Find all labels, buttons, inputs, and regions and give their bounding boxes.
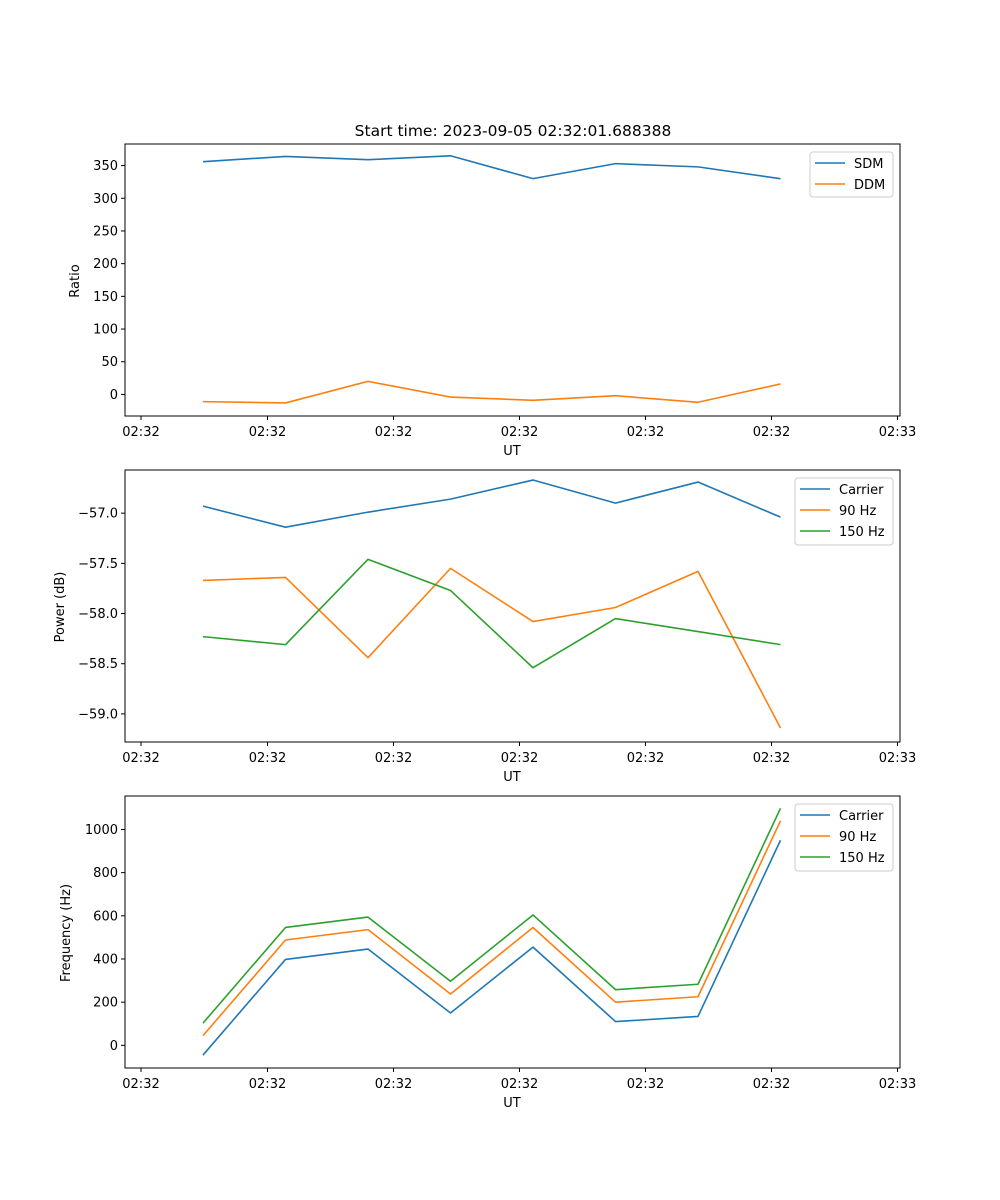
series-line-90hz <box>202 567 782 729</box>
x-tick-label: 02:32 <box>627 751 664 766</box>
ratio-plot-frame <box>124 143 901 417</box>
y-tick-label: 150 <box>93 290 118 305</box>
y-tick-label: 200 <box>93 257 118 272</box>
legend-frame <box>794 803 894 872</box>
x-tick-label: 02:32 <box>249 425 286 440</box>
series-line-sdm <box>202 154 781 180</box>
power-y-axis-label: Power (dB) <box>53 572 68 643</box>
y-tick-label: 100 <box>93 323 118 338</box>
y-tick-label: 0 <box>110 388 118 403</box>
x-tick-label: 02:33 <box>879 1077 916 1092</box>
ratio-x-axis-label: UT <box>503 444 521 459</box>
legend-label-ddm: DDM <box>854 178 885 193</box>
y-tick-label: 600 <box>93 909 118 924</box>
y-tick-label: 800 <box>93 866 118 881</box>
series-line-150hz <box>202 807 782 1024</box>
legend-frame <box>794 477 894 546</box>
x-tick-label: 02:32 <box>249 751 286 766</box>
y-tick-label: 1000 <box>85 823 118 838</box>
chart-title: Start time: 2023-09-05 02:32:01.688388 <box>355 122 672 140</box>
legend-label-sdm: SDM <box>854 157 883 172</box>
legend-label-90hz: 90 Hz <box>839 830 876 845</box>
legend-label-90hz: 90 Hz <box>839 504 876 519</box>
x-tick-label: 02:32 <box>753 751 790 766</box>
series-line-carrier <box>202 839 782 1056</box>
y-tick-label: −58.5 <box>78 657 118 672</box>
legend-label-carrier: Carrier <box>839 809 884 824</box>
power-x-ticks: 02:32 02:32 02:32 02:32 02:32 02:32 02:33 <box>122 742 916 766</box>
frequency-series <box>202 807 782 1056</box>
legend-label-150hz: 150 Hz <box>839 851 885 866</box>
x-tick-label: 02:32 <box>375 751 412 766</box>
x-tick-label: 02:32 <box>122 1077 159 1092</box>
x-tick-label: 02:33 <box>879 751 916 766</box>
ratio-series <box>202 154 781 404</box>
frequency-legend: Carrier 90 Hz 150 Hz <box>794 803 894 872</box>
y-tick-label: −57.5 <box>78 557 118 572</box>
power-panel: −59.0−58.5−58.0−57.5−57.0 02:32 02:32 02:3… <box>53 469 916 785</box>
ratio-y-ticks: 0 50 100 150 200 250 300 350 <box>93 159 125 403</box>
x-tick-label: 02:32 <box>375 1077 412 1092</box>
power-x-axis-label: UT <box>503 770 521 785</box>
y-tick-label: 400 <box>93 952 118 967</box>
x-tick-label: 02:32 <box>501 751 538 766</box>
frequency-plot-frame <box>124 795 901 1069</box>
x-tick-label: 02:32 <box>501 1077 538 1092</box>
x-tick-label: 02:32 <box>627 1077 664 1092</box>
frequency-y-axis-label: Frequency (Hz) <box>59 884 74 982</box>
y-tick-label: 50 <box>101 355 118 370</box>
series-line-90hz <box>202 820 782 1037</box>
y-tick-label: −57.0 <box>78 507 118 522</box>
ratio-y-axis-label: Ratio <box>68 264 83 297</box>
ratio-panel: Start time: 2023-09-05 02:32:01.688388 0… <box>68 122 916 459</box>
series-line-carrier <box>202 479 781 529</box>
x-tick-label: 02:32 <box>753 425 790 440</box>
y-tick-label: −58.0 <box>78 607 118 622</box>
x-tick-label: 02:32 <box>627 425 664 440</box>
series-line-150hz <box>202 558 781 669</box>
y-tick-label: −59.0 <box>78 707 118 722</box>
frequency-x-axis-label: UT <box>503 1096 521 1111</box>
x-tick-label: 02:32 <box>249 1077 286 1092</box>
y-tick-label: 200 <box>93 996 118 1011</box>
x-tick-label: 02:32 <box>753 1077 790 1092</box>
x-tick-label: 02:32 <box>501 425 538 440</box>
legend-label-150hz: 150 Hz <box>839 525 885 540</box>
legend-label-carrier: Carrier <box>839 483 884 498</box>
power-plot-frame <box>124 469 901 743</box>
y-tick-label: 250 <box>93 224 118 239</box>
x-tick-label: 02:33 <box>879 425 916 440</box>
x-tick-label: 02:32 <box>122 751 159 766</box>
ratio-legend: SDM DDM <box>809 151 894 198</box>
power-y-ticks: −59.0 −58.5 −58.0 −57.5 −57.0 <box>78 507 125 722</box>
frequency-y-ticks: 0 200 400 600 800 1000 <box>85 823 125 1054</box>
power-series <box>202 479 782 729</box>
y-tick-label: 350 <box>93 159 118 174</box>
y-tick-label: 0 <box>110 1039 118 1054</box>
series-line-ddm <box>202 380 781 404</box>
frequency-x-ticks: 02:32 02:32 02:32 02:32 02:32 02:32 02:33 <box>122 1068 916 1092</box>
ratio-x-ticks: 02:32 02:32 02:32 02:32 02:32 02:32 02:33 <box>122 416 916 440</box>
power-legend: Carrier 90 Hz 150 Hz <box>794 477 894 546</box>
y-tick-label: 300 <box>93 192 118 207</box>
x-tick-label: 02:32 <box>122 425 159 440</box>
x-tick-label: 02:32 <box>375 425 412 440</box>
